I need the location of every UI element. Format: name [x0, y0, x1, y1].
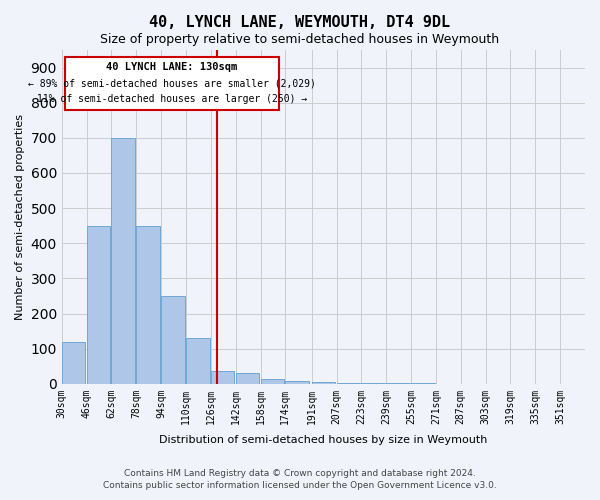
Bar: [112, 138, 135, 384]
Text: Contains HM Land Registry data © Crown copyright and database right 2024.
Contai: Contains HM Land Registry data © Crown c…: [103, 468, 497, 490]
Text: 11% of semi-detached houses are larger (250) →: 11% of semi-detached houses are larger (…: [37, 94, 307, 104]
Bar: [260, 378, 284, 384]
X-axis label: Distribution of semi-detached houses by size in Weymouth: Distribution of semi-detached houses by …: [159, 435, 488, 445]
Bar: [337, 382, 360, 384]
Text: 40, LYNCH LANE, WEYMOUTH, DT4 9DL: 40, LYNCH LANE, WEYMOUTH, DT4 9DL: [149, 15, 451, 30]
Text: ← 89% of semi-detached houses are smaller (2,029): ← 89% of semi-detached houses are smalle…: [28, 78, 316, 88]
Bar: [286, 381, 309, 384]
Text: 40 LYNCH LANE: 130sqm: 40 LYNCH LANE: 130sqm: [106, 62, 238, 72]
Y-axis label: Number of semi-detached properties: Number of semi-detached properties: [15, 114, 25, 320]
Bar: [186, 338, 209, 384]
Bar: [136, 226, 160, 384]
Bar: [211, 372, 235, 384]
FancyBboxPatch shape: [65, 56, 279, 110]
Bar: [312, 382, 335, 384]
Bar: [62, 342, 85, 384]
Bar: [86, 226, 110, 384]
Bar: [236, 373, 259, 384]
Bar: [161, 296, 185, 384]
Text: Size of property relative to semi-detached houses in Weymouth: Size of property relative to semi-detach…: [100, 32, 500, 46]
Bar: [361, 383, 385, 384]
